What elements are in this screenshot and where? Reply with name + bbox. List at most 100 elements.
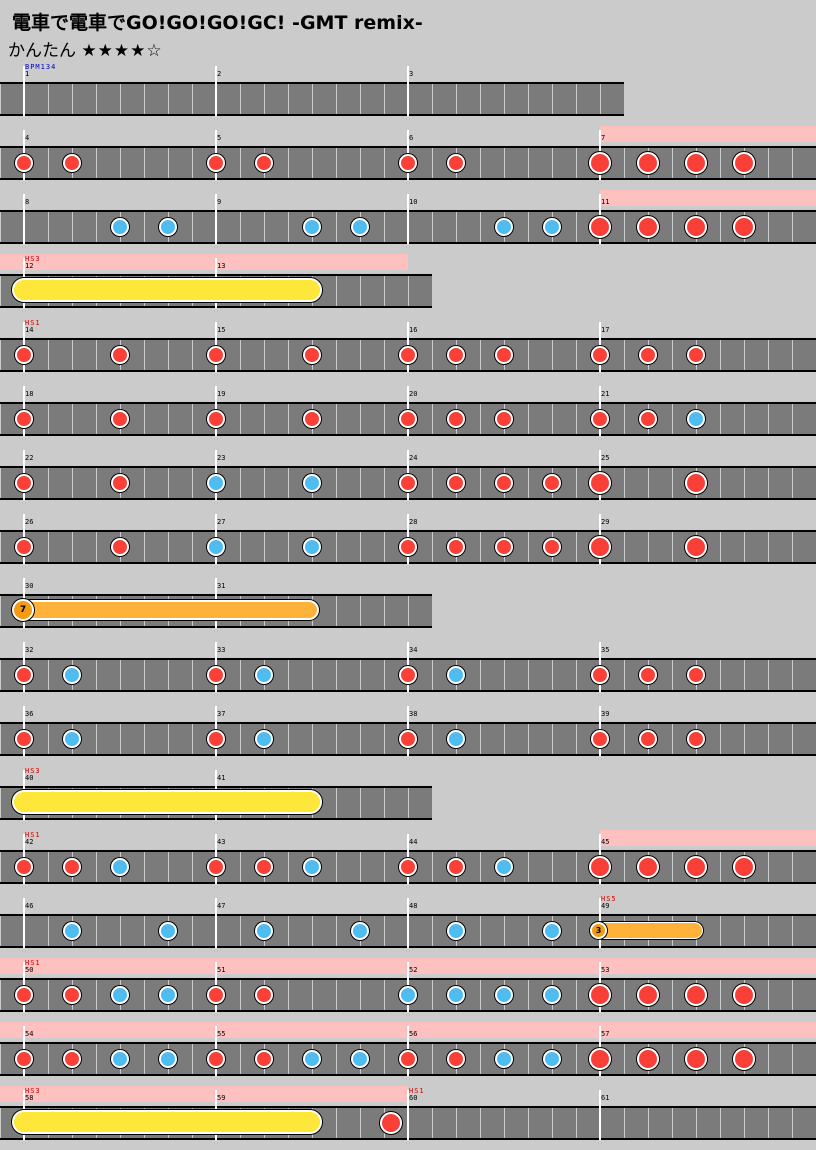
scroll-speed-marker: HS1 xyxy=(25,831,41,839)
don-note xyxy=(63,1050,81,1068)
measure-number: 24 xyxy=(409,454,418,462)
don-note xyxy=(255,858,273,876)
measure-number: 53 xyxy=(601,966,610,974)
don-note xyxy=(15,986,33,1004)
ka-note xyxy=(63,922,81,940)
don-note xyxy=(399,1050,417,1068)
gogo-section xyxy=(600,958,816,974)
ka-note xyxy=(543,922,561,940)
measure-barline xyxy=(407,898,409,948)
measure-number: 26 xyxy=(25,518,34,526)
measure-number: 35 xyxy=(601,646,610,654)
chart-row: 54 55 56 57 xyxy=(0,1022,816,1086)
scroll-speed-marker: HS1 xyxy=(409,1087,425,1095)
chart-title: 電車で電車でGO!GO!GO!GC! -GMT remix- xyxy=(12,12,423,34)
measure-number: 47 xyxy=(217,902,226,910)
big-don-note xyxy=(589,1048,611,1070)
chart-row: 18 19 20 21 xyxy=(0,382,816,446)
ka-note xyxy=(63,730,81,748)
chart-row: 22 23 24 25 xyxy=(0,446,816,510)
measure-number: 51 xyxy=(217,966,226,974)
chart-row: 36 37 38 39 xyxy=(0,702,816,766)
don-note xyxy=(399,474,417,492)
chart-row: 14 15 16 17 HS1 xyxy=(0,318,816,382)
measure-number: 14 xyxy=(25,326,34,334)
big-don-note xyxy=(733,216,755,238)
big-don-note xyxy=(685,536,707,558)
measure-number: 23 xyxy=(217,454,226,462)
big-don-note xyxy=(733,1048,755,1070)
ka-note xyxy=(207,474,225,492)
measure-barline xyxy=(23,194,25,244)
don-note xyxy=(303,410,321,428)
measure-number: 58 xyxy=(25,1094,34,1102)
don-note xyxy=(15,538,33,556)
don-note xyxy=(687,730,705,748)
don-note xyxy=(15,154,33,172)
don-note xyxy=(399,666,417,684)
big-don-note xyxy=(589,856,611,878)
gogo-section xyxy=(0,958,216,974)
big-don-note xyxy=(685,472,707,494)
measure-number: 36 xyxy=(25,710,34,718)
don-note xyxy=(207,986,225,1004)
bpm-marker: BPM134 xyxy=(25,63,57,71)
balloon-note: 7 xyxy=(12,599,34,621)
ka-note xyxy=(351,1050,369,1068)
ka-note xyxy=(495,986,513,1004)
ka-note xyxy=(111,858,129,876)
don-note xyxy=(687,346,705,364)
ka-note xyxy=(303,858,321,876)
measure-number: 13 xyxy=(217,262,226,270)
don-note xyxy=(207,154,225,172)
measure-number: 55 xyxy=(217,1030,226,1038)
chart-row: 4 5 6 7 xyxy=(0,126,816,190)
big-don-note xyxy=(685,1048,707,1070)
measure-number: 8 xyxy=(25,198,30,206)
measure-number: 12 xyxy=(25,262,34,270)
don-note xyxy=(591,730,609,748)
don-note xyxy=(447,474,465,492)
ka-note xyxy=(351,922,369,940)
big-don-note xyxy=(733,984,755,1006)
don-note xyxy=(111,410,129,428)
balloon-note: 3 xyxy=(590,922,607,939)
chart-row: 26 27 28 29 xyxy=(0,510,816,574)
gogo-section xyxy=(0,254,216,270)
gogo-section xyxy=(408,1022,600,1038)
measure-number: 31 xyxy=(217,582,226,590)
measure-number: 61 xyxy=(601,1094,610,1102)
measure-number: 9 xyxy=(217,198,222,206)
chart-row: 50 51 52 53 HS1 xyxy=(0,958,816,1022)
big-don-note xyxy=(380,1112,403,1134)
don-note xyxy=(207,346,225,364)
balloon-body xyxy=(594,922,704,939)
gogo-section xyxy=(600,190,816,206)
ka-note xyxy=(63,666,81,684)
don-note xyxy=(399,410,417,428)
measure-barline xyxy=(23,66,25,116)
don-note xyxy=(111,474,129,492)
measure-barline xyxy=(215,66,217,116)
ka-note xyxy=(111,1050,129,1068)
measure-number: 44 xyxy=(409,838,418,846)
measure-number: 21 xyxy=(601,390,610,398)
gogo-section xyxy=(216,1086,408,1102)
big-don-note xyxy=(589,536,611,558)
don-note xyxy=(15,474,33,492)
measure-number: 52 xyxy=(409,966,418,974)
don-note xyxy=(495,346,513,364)
don-note xyxy=(207,730,225,748)
difficulty-line: かんたん ★★★★☆ xyxy=(8,36,163,61)
don-note xyxy=(447,1050,465,1068)
don-note xyxy=(63,154,81,172)
ka-note xyxy=(351,218,369,236)
measure-number: 22 xyxy=(25,454,34,462)
scroll-speed-marker: HS3 xyxy=(25,767,41,775)
ka-note xyxy=(255,922,273,940)
don-note xyxy=(399,346,417,364)
measure-number: 27 xyxy=(217,518,226,526)
don-note xyxy=(543,538,561,556)
measure-barline xyxy=(23,898,25,948)
chart-row: 32 33 34 35 xyxy=(0,638,816,702)
